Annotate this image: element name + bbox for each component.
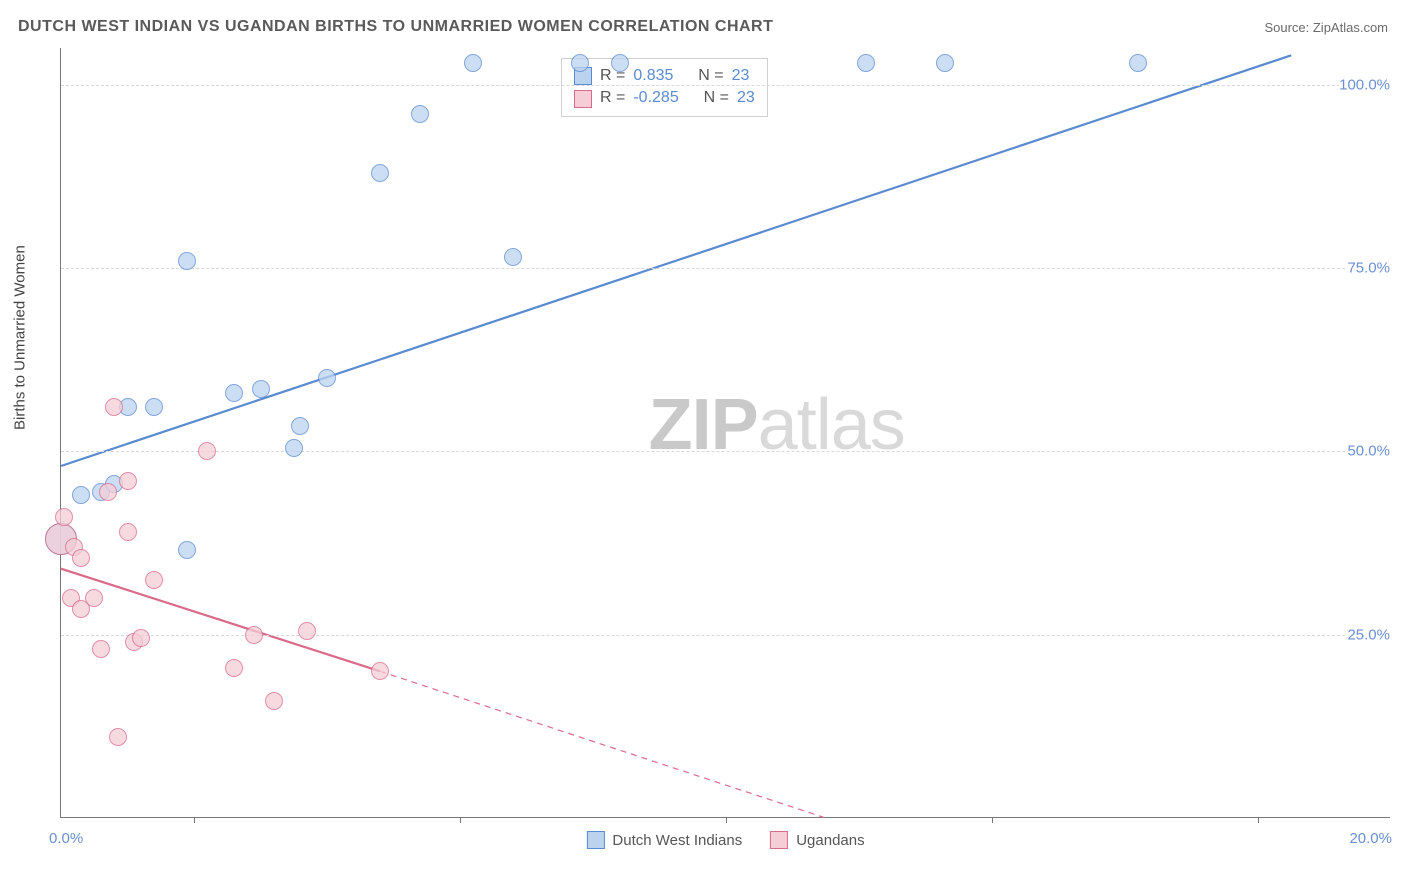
data-point-dutch [285, 439, 303, 457]
y-axis-label: Births to Unmarried Women [12, 245, 29, 430]
data-point-dutch [252, 380, 270, 398]
series-legend: Dutch West Indians Ugandans [586, 831, 864, 849]
y-tick-label: 100.0% [1339, 76, 1392, 93]
watermark: ZIPatlas [649, 383, 905, 465]
chart-header: DUTCH WEST INDIAN VS UGANDAN BIRTHS TO U… [18, 18, 1388, 36]
source-attribution: Source: ZipAtlas.com [1264, 20, 1388, 35]
data-point-ugandan [105, 398, 123, 416]
x-tick-mark [992, 817, 993, 823]
grid-line [61, 85, 1390, 86]
data-point-ugandan [119, 472, 137, 490]
data-point-ugandan [119, 523, 137, 541]
data-point-dutch [145, 398, 163, 416]
x-tick-mark [1258, 817, 1259, 823]
data-point-ugandan [99, 483, 117, 501]
correlation-legend: R = 0.835 N = 23R = -0.285 N = 23 [561, 58, 768, 117]
data-point-dutch [72, 486, 90, 504]
data-point-dutch [857, 54, 875, 72]
regression-lines [61, 48, 1391, 818]
legend-item-ugandan: Ugandans [770, 831, 864, 849]
y-tick-label: 75.0% [1347, 260, 1392, 277]
data-point-dutch [178, 252, 196, 270]
x-tick-mark [460, 817, 461, 823]
swatch-icon [770, 831, 788, 849]
data-point-ugandan [198, 442, 216, 460]
grid-line [61, 268, 1390, 269]
data-point-dutch [1129, 54, 1147, 72]
y-tick-label: 50.0% [1347, 443, 1392, 460]
data-point-dutch [571, 54, 589, 72]
data-point-dutch [504, 248, 522, 266]
data-point-dutch [611, 54, 629, 72]
data-point-dutch [225, 384, 243, 402]
y-tick-label: 25.0% [1347, 626, 1392, 643]
x-axis-min-label: 0.0% [49, 830, 83, 847]
grid-line [61, 451, 1390, 452]
data-point-ugandan [85, 589, 103, 607]
data-point-ugandan [265, 692, 283, 710]
data-point-ugandan [245, 626, 263, 644]
data-point-dutch [464, 54, 482, 72]
legend-item-dutch: Dutch West Indians [586, 831, 742, 849]
swatch-icon [586, 831, 604, 849]
data-point-ugandan [92, 640, 110, 658]
data-point-ugandan [72, 549, 90, 567]
data-point-ugandan [132, 629, 150, 647]
data-point-dutch [411, 105, 429, 123]
data-point-ugandan [109, 728, 127, 746]
data-point-ugandan [371, 662, 389, 680]
data-point-ugandan [55, 508, 73, 526]
data-point-dutch [291, 417, 309, 435]
plot-area: ZIPatlas R = 0.835 N = 23R = -0.285 N = … [60, 48, 1390, 818]
data-point-ugandan [225, 659, 243, 677]
data-point-dutch [318, 369, 336, 387]
chart-title: DUTCH WEST INDIAN VS UGANDAN BIRTHS TO U… [18, 18, 773, 36]
swatch-icon [574, 90, 592, 108]
legend-row-ugandan: R = -0.285 N = 23 [574, 87, 755, 109]
data-point-ugandan [145, 571, 163, 589]
data-point-dutch [178, 541, 196, 559]
x-tick-mark [194, 817, 195, 823]
x-tick-mark [726, 817, 727, 823]
data-point-dutch [936, 54, 954, 72]
data-point-dutch [371, 164, 389, 182]
x-axis-max-label: 20.0% [1349, 830, 1392, 847]
data-point-ugandan [298, 622, 316, 640]
